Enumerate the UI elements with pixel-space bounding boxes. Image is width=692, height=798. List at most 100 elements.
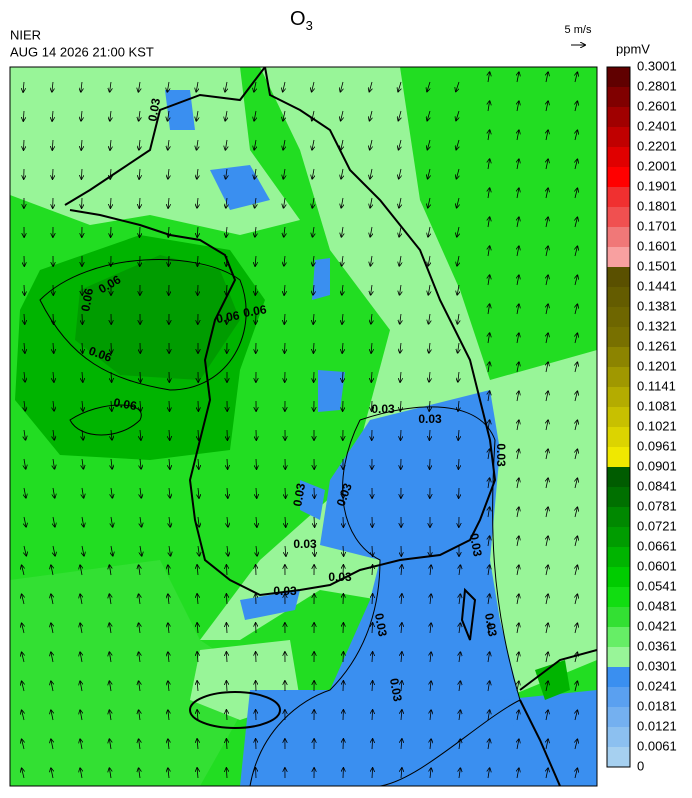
- colorbar-segment: [607, 267, 630, 287]
- wind-arrow: [82, 458, 83, 469]
- wind-arrow: [80, 594, 82, 605]
- wind-arrow: [372, 594, 373, 605]
- wind-arrow: [575, 304, 577, 315]
- colorbar: 0 0.0061 0.0121 0.0181 0.0241 0.0301 0.0361 0.0…: [606, 58, 677, 773]
- wind-arrow: [372, 768, 373, 779]
- wind-arrow: [169, 255, 170, 266]
- wind-arrow: [24, 284, 25, 295]
- wind-arrow: [168, 594, 169, 605]
- colorbar-label: 0.0661: [637, 538, 677, 553]
- wind-arrow: [575, 391, 577, 402]
- wind-arrow: [197, 623, 198, 634]
- wind-arrow: [488, 681, 490, 692]
- wind-arrow: [488, 275, 490, 286]
- wind-arrow: [340, 81, 343, 92]
- wind-arrow: [82, 545, 84, 556]
- wind-arrow: [196, 110, 198, 121]
- wind-arrow: [546, 246, 548, 257]
- colorbar-segment: [607, 367, 630, 387]
- wind-arrow: [111, 516, 113, 527]
- wind-arrow: [226, 623, 227, 634]
- wind-arrow: [341, 139, 343, 150]
- colorbar-segment: [607, 487, 630, 507]
- wind-arrow: [517, 623, 519, 634]
- colorbar-label: 0.1381: [637, 298, 677, 313]
- wind-arrow: [53, 342, 54, 353]
- field-light: [200, 67, 597, 700]
- wind-arrow: [430, 652, 431, 663]
- wind-arrow: [575, 478, 577, 489]
- wind-arrow: [256, 313, 257, 324]
- wind-arrow: [227, 458, 228, 469]
- wind-arrow: [369, 81, 372, 92]
- contour-label: 0.03: [371, 402, 395, 416]
- wind-arrow: [284, 197, 286, 208]
- wind-arrow: [198, 487, 199, 498]
- colorbar-label: 0.1021: [637, 418, 677, 433]
- wind-arrow: [429, 371, 430, 382]
- wind-arrow: [546, 507, 548, 518]
- wind-arrow: [400, 400, 401, 411]
- wind-arrow: [517, 652, 519, 663]
- wind-arrow: [546, 768, 548, 779]
- wind-arrow: [401, 594, 402, 605]
- wind-arrow: [458, 371, 459, 382]
- wind-arrow: [398, 81, 401, 92]
- wind-arrow: [430, 623, 431, 634]
- wind-arrow: [488, 217, 490, 228]
- wind-arrow: [51, 681, 53, 692]
- wind-arrow: [111, 371, 112, 382]
- wind-arrow: [517, 130, 519, 141]
- field-darker: [75, 255, 240, 380]
- wind-arrow: [457, 284, 459, 295]
- wind-arrow: [140, 458, 141, 469]
- contour-label: 0.06: [215, 308, 241, 326]
- wind-arrow: [197, 139, 199, 150]
- wind-arrow: [198, 516, 199, 527]
- wind-arrow: [139, 681, 140, 692]
- wind-arrow: [254, 168, 256, 179]
- wind-arrow: [53, 429, 54, 440]
- wind-arrow: [82, 487, 84, 498]
- wind-arrow: [24, 342, 25, 353]
- wind-arrow: [226, 710, 227, 721]
- wind-arrow: [284, 313, 285, 324]
- wind-arrow: [140, 516, 142, 527]
- wind-arrow: [341, 168, 343, 179]
- wind-arrow: [517, 681, 519, 692]
- wind-arrow: [254, 139, 256, 150]
- wind-arrow: [546, 275, 548, 286]
- wind-arrow: [488, 565, 490, 576]
- wind-arrow: [371, 342, 372, 353]
- contour: [69, 404, 142, 436]
- wind-arrow: [51, 565, 53, 576]
- wind-arrow: [400, 313, 401, 324]
- colorbar-segment: [607, 567, 630, 587]
- wind-arrow: [372, 652, 373, 663]
- wind-arrow: [139, 168, 140, 179]
- wind-arrow: [226, 652, 227, 663]
- wind-arrow: [24, 429, 26, 440]
- wind-arrow: [22, 681, 24, 692]
- wind-arrow: [284, 226, 285, 237]
- wind-arrow: [226, 284, 227, 295]
- colorbar-segment: [607, 727, 630, 747]
- wind-arrow: [314, 545, 315, 556]
- wind-arrow: [110, 110, 111, 121]
- wind-arrow: [168, 652, 169, 663]
- wind-arrow: [52, 139, 53, 150]
- wind-arrow: [343, 545, 344, 556]
- wind-arrow: [53, 516, 55, 527]
- wind-arrow: [546, 304, 548, 315]
- wind-arrow: [428, 168, 430, 179]
- wind-arrow: [517, 188, 519, 199]
- contour-label: 0.06: [78, 287, 96, 313]
- wind-arrow: [398, 110, 401, 121]
- wind-arrow: [285, 487, 286, 498]
- wind-arrow: [313, 313, 314, 324]
- wind-arrow: [488, 768, 490, 779]
- wind-arrow: [168, 681, 169, 692]
- wind-arrow: [341, 110, 343, 121]
- wind-arrow: [456, 168, 459, 179]
- wind-arrow: [372, 565, 373, 576]
